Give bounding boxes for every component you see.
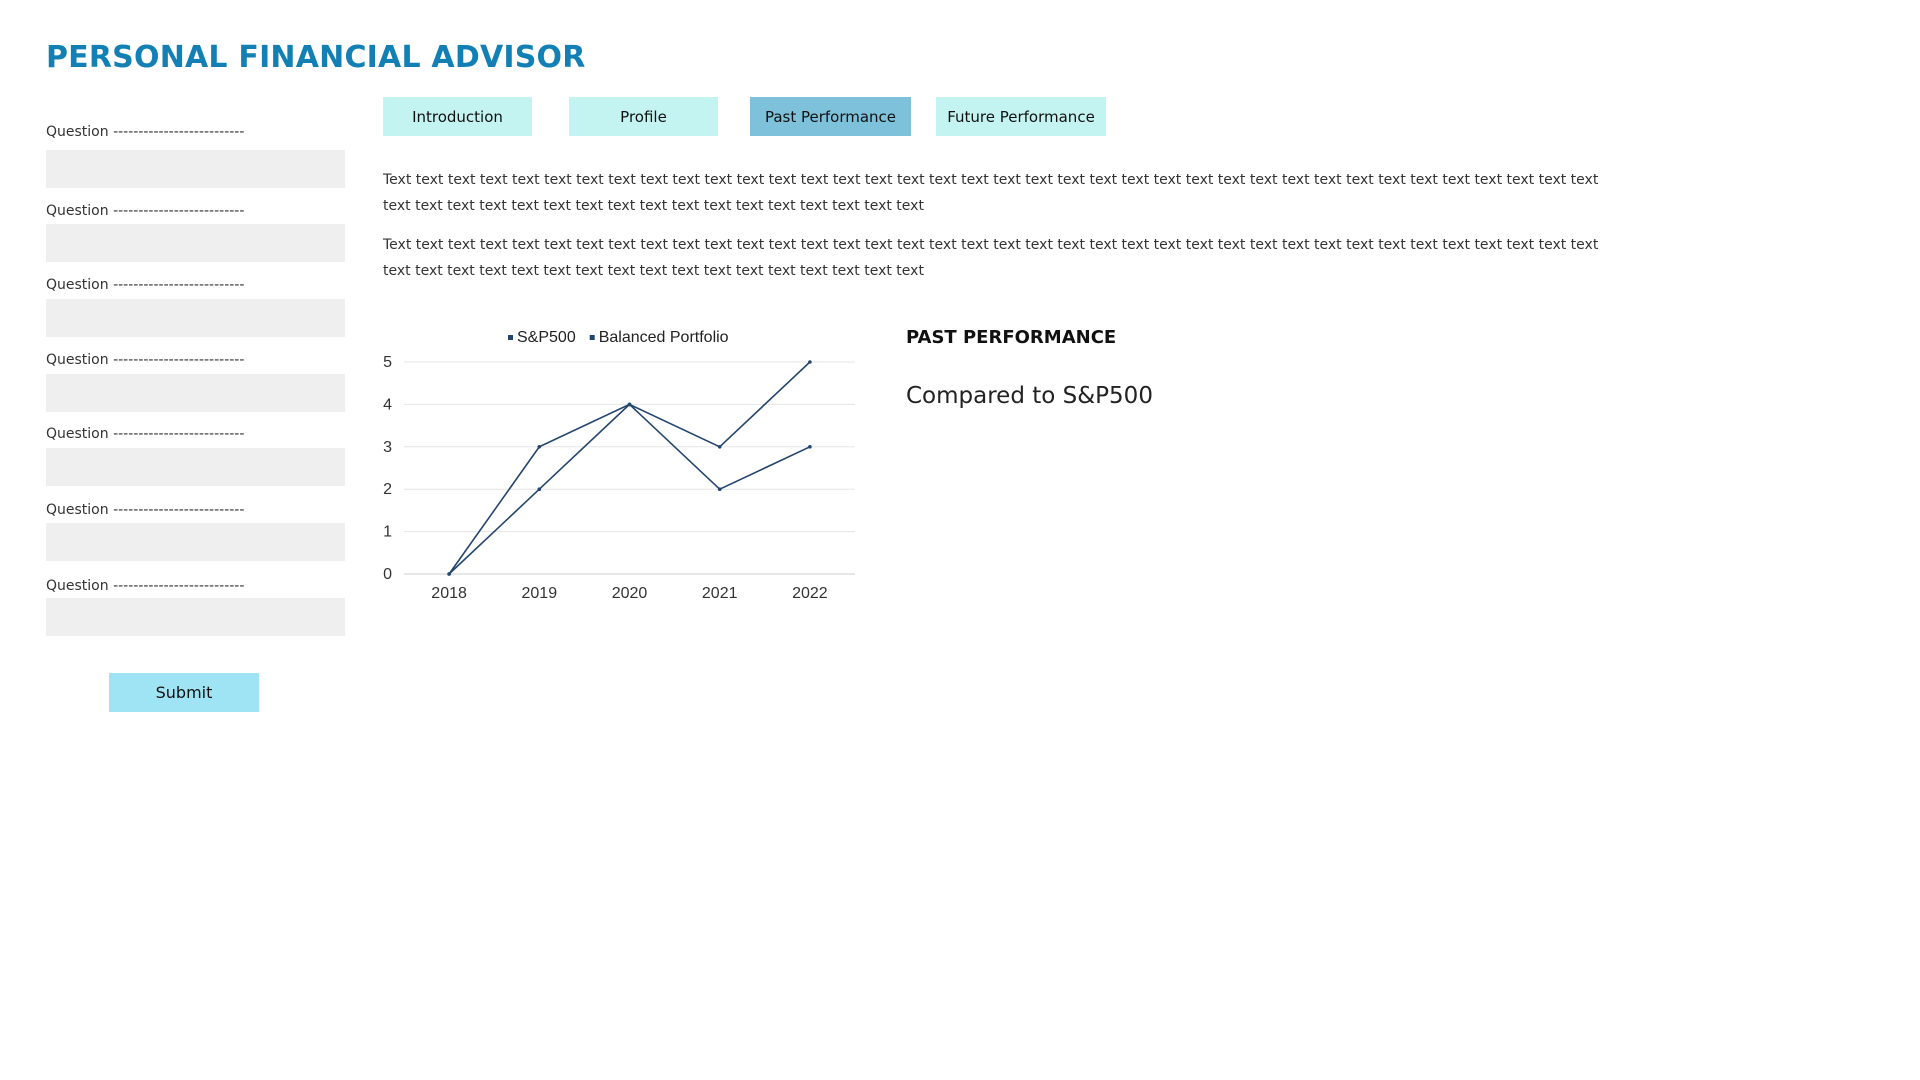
tab-future-performance[interactable]: Future Performance: [936, 97, 1106, 136]
data-point: [717, 487, 722, 491]
question-label: Question --------------------------: [46, 124, 245, 140]
y-tick-label: 2: [383, 481, 392, 498]
y-tick-label: 1: [383, 524, 392, 541]
section-subtitle: Compared to S&P500: [906, 383, 1153, 409]
x-tick-label: 2021: [702, 585, 738, 602]
submit-button[interactable]: Submit: [109, 673, 259, 712]
question-label: Question --------------------------: [46, 426, 245, 442]
legend-label: S&P500: [517, 329, 576, 346]
question-input[interactable]: [46, 448, 345, 486]
data-point: [627, 402, 632, 407]
data-point: [808, 445, 812, 449]
question-input[interactable]: [46, 598, 345, 636]
question-label: Question --------------------------: [46, 502, 245, 518]
question-label: Question --------------------------: [46, 578, 245, 594]
question-input[interactable]: [46, 224, 345, 262]
legend-label: Balanced Portfolio: [599, 329, 729, 346]
y-tick-label: 3: [383, 439, 392, 456]
question-input[interactable]: [46, 150, 345, 188]
question-label: Question --------------------------: [46, 203, 245, 219]
tab-past-performance[interactable]: Past Performance: [750, 97, 911, 136]
data-point: [808, 360, 812, 364]
data-point: [537, 445, 542, 449]
tab-introduction[interactable]: Introduction: [383, 97, 532, 136]
x-tick-label: 2020: [612, 585, 648, 602]
x-tick-label: 2019: [522, 585, 558, 602]
y-tick-label: 4: [383, 396, 392, 413]
tab-profile[interactable]: Profile: [569, 97, 718, 136]
data-point: [537, 487, 542, 491]
section-title: PAST PERFORMANCE: [906, 327, 1117, 348]
x-tick-label: 2022: [792, 585, 828, 602]
legend-marker: [508, 335, 513, 340]
question-input[interactable]: [46, 374, 345, 412]
body-paragraph: Text text text text text text text text …: [383, 172, 1599, 214]
x-tick-label: 2018: [431, 585, 467, 602]
performance-line-chart: 0 1 2 3 4 5 2018 2019 2020 2021 2022 S&P500 Balanced…: [383, 329, 855, 602]
body-paragraph: Text text text text text text text text …: [383, 237, 1599, 279]
y-tick-label: 5: [383, 354, 392, 371]
question-input[interactable]: [46, 523, 345, 561]
y-tick-label: 0: [383, 566, 392, 583]
question-label: Question --------------------------: [46, 277, 245, 293]
series-line: [448, 361, 811, 575]
legend-marker: [589, 335, 595, 340]
question-input[interactable]: [46, 299, 345, 337]
data-point: [447, 572, 451, 576]
app-title: PERSONAL FINANCIAL ADVISOR: [46, 40, 586, 75]
question-label: Question --------------------------: [46, 352, 245, 368]
data-point: [717, 445, 722, 449]
